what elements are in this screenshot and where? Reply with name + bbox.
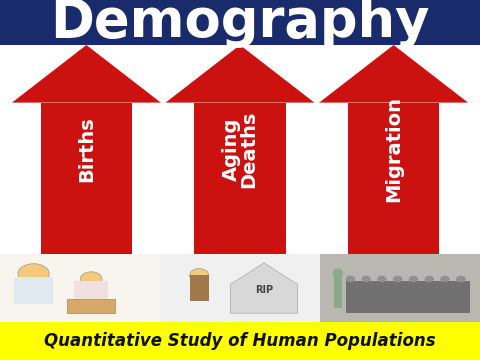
Ellipse shape <box>456 276 466 282</box>
Bar <box>320 254 480 322</box>
Bar <box>346 281 470 313</box>
Bar <box>0 254 160 322</box>
Text: Demography: Demography <box>50 0 430 49</box>
Bar <box>194 103 286 254</box>
Bar <box>160 254 320 322</box>
Text: RIP: RIP <box>255 285 273 295</box>
Ellipse shape <box>393 276 403 282</box>
Ellipse shape <box>361 276 371 282</box>
Ellipse shape <box>346 276 355 282</box>
Bar <box>334 275 342 308</box>
Bar <box>348 103 439 254</box>
Bar <box>67 299 115 313</box>
Text: Aging
Deaths: Aging Deaths <box>222 111 258 188</box>
Ellipse shape <box>18 264 49 284</box>
Ellipse shape <box>333 269 343 279</box>
Ellipse shape <box>190 269 209 282</box>
Polygon shape <box>230 263 298 313</box>
Polygon shape <box>319 45 468 103</box>
Bar <box>0 322 480 360</box>
Bar <box>74 281 108 304</box>
Text: Quantitative Study of Human Populations: Quantitative Study of Human Populations <box>44 332 436 350</box>
Ellipse shape <box>408 276 418 282</box>
Ellipse shape <box>424 276 434 282</box>
Bar <box>190 275 209 301</box>
Ellipse shape <box>81 272 102 286</box>
Text: Migration: Migration <box>384 96 403 202</box>
Text: Births: Births <box>77 117 96 182</box>
Bar <box>0 0 480 45</box>
Ellipse shape <box>377 276 387 282</box>
Bar <box>41 103 132 254</box>
Ellipse shape <box>440 276 450 282</box>
Polygon shape <box>166 45 314 103</box>
Polygon shape <box>12 45 161 103</box>
Bar <box>14 277 53 304</box>
